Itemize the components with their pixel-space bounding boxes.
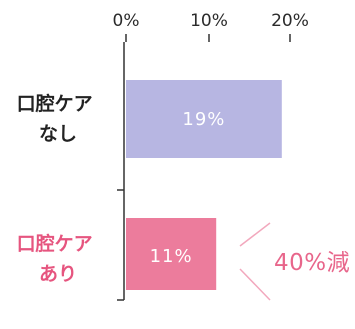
category-label-no-care: 口腔ケア なし — [17, 92, 100, 145]
bar-no-oral-care — [126, 80, 282, 158]
bar-with-oral-care — [126, 218, 217, 290]
category-label-line: 口腔ケア — [17, 232, 93, 255]
category-label-line: 口腔ケア — [17, 92, 93, 115]
x-tick-label-10: 10% — [190, 11, 228, 31]
reduction-annotation: 40%減 — [274, 250, 350, 276]
annotation-bracket-lower — [239, 268, 271, 301]
bar-value-label-no-care: 19% — [182, 109, 225, 130]
category-label-line: あり — [39, 263, 77, 285]
category-label-with-care: 口腔ケア あり — [17, 232, 100, 285]
x-tick-label-0: 0% — [113, 11, 140, 31]
category-label-line: なし — [39, 123, 77, 145]
annotation-bracket-upper — [239, 222, 271, 247]
x-tick-label-20: 20% — [271, 11, 309, 31]
bar-value-label-with-care: 11% — [150, 246, 193, 267]
